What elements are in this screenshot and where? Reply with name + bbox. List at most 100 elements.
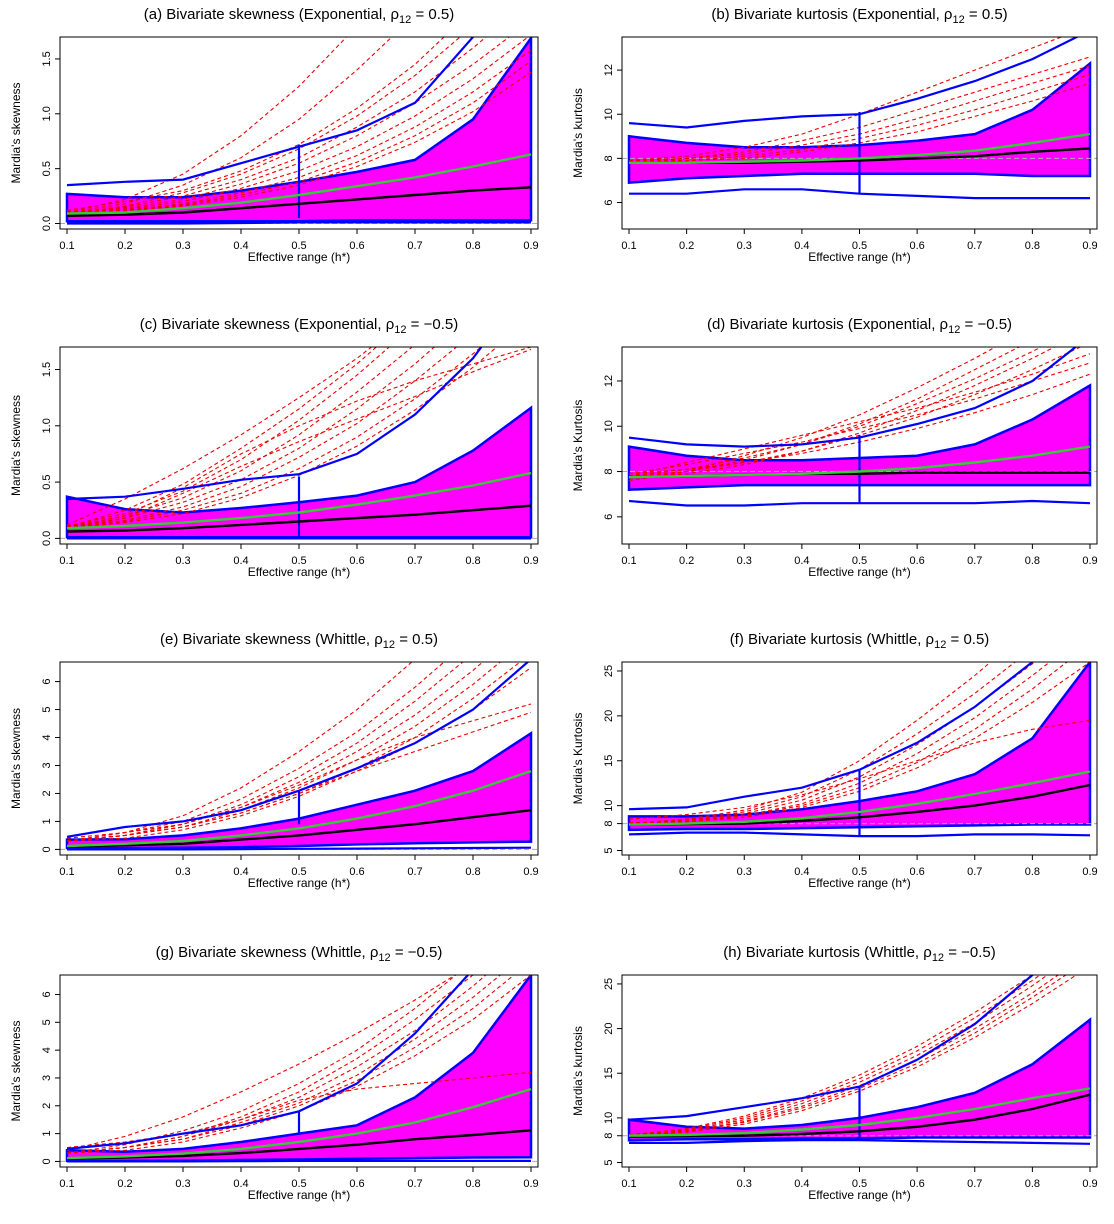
chart-g-xtick-label-0: 0.1: [59, 1178, 74, 1190]
chart-d-xtick-label-2: 0.3: [737, 555, 752, 567]
chart-f-ylabel: Mardia's Kurtosis: [571, 713, 585, 805]
chart-g-xtick-label-2: 0.3: [175, 1178, 190, 1190]
chart-b-mean-line: [629, 132, 1091, 165]
chart-a-xtick-label-6: 0.7: [407, 240, 422, 252]
chart-b-xtick-label-6: 0.7: [967, 240, 982, 252]
chart-c-xtick-label-6: 0.7: [407, 555, 422, 567]
chart-b-title: (b) Bivariate kurtosis (Exponential, ρ12…: [711, 6, 1007, 26]
chart-b-band: [627, 60, 1092, 185]
chart-f-xtick-label-2: 0.3: [737, 866, 752, 878]
chart-g-whisker-upper: [66, 975, 470, 1150]
chart-d-mean-line: [628, 445, 1091, 479]
chart-f-whisker-upper: [628, 662, 1035, 811]
chart-g-plot-area: [60, 975, 538, 1163]
chart-h-ytick-label-3: 15: [603, 1067, 615, 1079]
chart-e-title-prefix: (e) Bivariate skewness (Whittle, ρ: [160, 631, 383, 648]
chart-e-trace-1: [66, 662, 413, 842]
chart-d-ytick-label-2: 10: [603, 420, 615, 432]
chart-a-title: (a) Bivariate skewness (Exponential, ρ12…: [144, 6, 455, 26]
chart-d-ytick-label-3: 12: [603, 375, 615, 387]
chart-f-plot-area: [622, 662, 1097, 838]
chart-g-ytick-label-3: 3: [41, 1075, 53, 1081]
chart-a-xtick-label-5: 0.6: [349, 240, 364, 252]
chart-h-xtick-label-0: 0.1: [621, 1178, 636, 1190]
chart-f-xtick-label-6: 0.7: [967, 866, 982, 878]
chart-g-title-subscript: 12: [378, 952, 390, 964]
chart-e-xtick-label-1: 0.2: [117, 866, 132, 878]
chart-g-trace-4: [66, 975, 487, 1154]
chart-f-xtick-label-3: 0.4: [794, 866, 809, 878]
chart-d-trace-8: [628, 362, 1091, 475]
chart-h-title: (h) Bivariate kurtosis (Whittle, ρ12 = −…: [723, 944, 996, 964]
chart-a-title-prefix: (a) Bivariate skewness (Exponential, ρ: [144, 6, 399, 23]
chart-e-whisker-lower: [67, 846, 532, 851]
chart-h-ytick-label-4: 20: [603, 1022, 615, 1034]
chart-d-title-suffix: = −0.5): [960, 316, 1012, 333]
chart-b-ytick-label-0: 6: [603, 199, 615, 205]
chart-f-xtick-label-1: 0.2: [679, 866, 694, 878]
chart-f-trace-4: [628, 662, 1051, 825]
chart-f-title-subscript: 12: [934, 639, 946, 651]
chart-f-xtick-label-8: 0.9: [1082, 866, 1097, 878]
chart-c-trace-1: [66, 347, 373, 526]
chart-e-median-line: [66, 809, 532, 848]
chart-c-trace-6: [66, 347, 458, 528]
chart-g-median-line: [66, 1129, 532, 1160]
chart-e-title: (e) Bivariate skewness (Whittle, ρ12 = 0…: [160, 631, 438, 651]
chart-e-trace-8: [66, 703, 532, 839]
chart-c-whisker-upper: [66, 347, 483, 501]
chart-h-trace-1: [628, 975, 1034, 1136]
chart-e-title-subscript: 12: [383, 639, 395, 651]
chart-a-ylabel: Mardia's skewness: [9, 83, 23, 184]
chart-b-xtick-label-2: 0.3: [737, 240, 752, 252]
chart-g-panel: 0.1 0.2 0.3 0.4 0.5 0.6 0.7 0.8 0.90123456Effect…: [9, 944, 539, 1202]
chart-d-xtick-label-1: 0.2: [679, 555, 694, 567]
chart-a-ytick-label-1: 0.5: [41, 161, 53, 176]
chart-a-xtick-label-2: 0.3: [175, 240, 190, 252]
chart-c-mean-line: [66, 471, 532, 530]
chart-a-title-suffix: = 0.5): [411, 6, 454, 23]
chart-a-xtick-label-8: 0.9: [523, 240, 538, 252]
chart-h-plot-area: [622, 975, 1097, 1145]
chart-d-ytick-label-0: 6: [603, 514, 615, 520]
chart-h-panel: 0.1 0.2 0.3 0.4 0.5 0.6 0.7 0.8 0.9 5 8 10 15 20 25 Eff…: [571, 944, 1098, 1202]
chart-g-xtick-label-5: 0.6: [349, 1178, 364, 1190]
chart-b-ytick-label-1: 8: [603, 155, 615, 161]
chart-e-xtick-label-8: 0.9: [523, 866, 538, 878]
chart-e-xtick-label-3: 0.4: [233, 866, 248, 878]
chart-h-ytick-label-5: 25: [603, 978, 615, 990]
chart-d-title-prefix: (d) Bivariate kurtosis (Exponential, ρ: [707, 316, 948, 333]
chart-g-trace-6: [66, 975, 515, 1154]
chart-h-xtick-label-6: 0.7: [967, 1178, 982, 1190]
chart-d-ytick-label-1: 8: [603, 468, 615, 474]
chart-d-xtick-label-6: 0.7: [967, 555, 982, 567]
chart-h-trace-5: [628, 975, 1067, 1136]
chart-f-xlabel: Effective range (h*): [808, 876, 911, 890]
chart-g-title-suffix: = −0.5): [391, 944, 443, 961]
chart-h-ytick-label-1: 8: [603, 1133, 615, 1139]
chart-a-title-subscript: 12: [399, 14, 411, 26]
chart-h-xtick-label-8: 0.9: [1082, 1178, 1097, 1190]
chart-a-mean-line: [66, 153, 532, 215]
chart-f-xtick-label-5: 0.6: [909, 866, 924, 878]
chart-f-ytick-label-5: 25: [603, 665, 615, 677]
chart-g-ytick-label-2: 2: [41, 1103, 53, 1109]
chart-e-xtick-label-6: 0.7: [407, 866, 422, 878]
chart-c-trace-10: [66, 348, 532, 528]
chart-c-median-line: [66, 504, 532, 533]
chart-d-panel: 0.1 0.2 0.3 0.4 0.5 0.6 0.7 0.8 0.9 6 8 10 12 Effecti…: [571, 316, 1098, 579]
chart-c-panel: 0.1 0.2 0.3 0.4 0.5 0.6 0.7 0.8 0.9 0.0 0.5 1.0 1.5 E…: [9, 316, 539, 579]
chart-a-xlabel: Effective range (h*): [248, 250, 351, 264]
chart-d-xtick-label-8: 0.9: [1082, 555, 1097, 567]
chart-g-ytick-label-5: 5: [41, 1019, 53, 1025]
chart-a-xtick-label-0: 0.1: [59, 240, 74, 252]
chart-h-ytick-label-0: 5: [603, 1159, 615, 1165]
chart-h-title-suffix: = −0.5): [944, 944, 996, 961]
chart-d-xtick-label-4: 0.5: [852, 555, 867, 567]
chart-h-xtick-label-3: 0.4: [794, 1178, 809, 1190]
chart-b-xtick-label-1: 0.2: [679, 240, 694, 252]
chart-d-xtick-label-3: 0.4: [794, 555, 809, 567]
chart-d-xlabel: Effective range (h*): [808, 565, 911, 579]
chart-c-trace-9: [66, 347, 532, 528]
